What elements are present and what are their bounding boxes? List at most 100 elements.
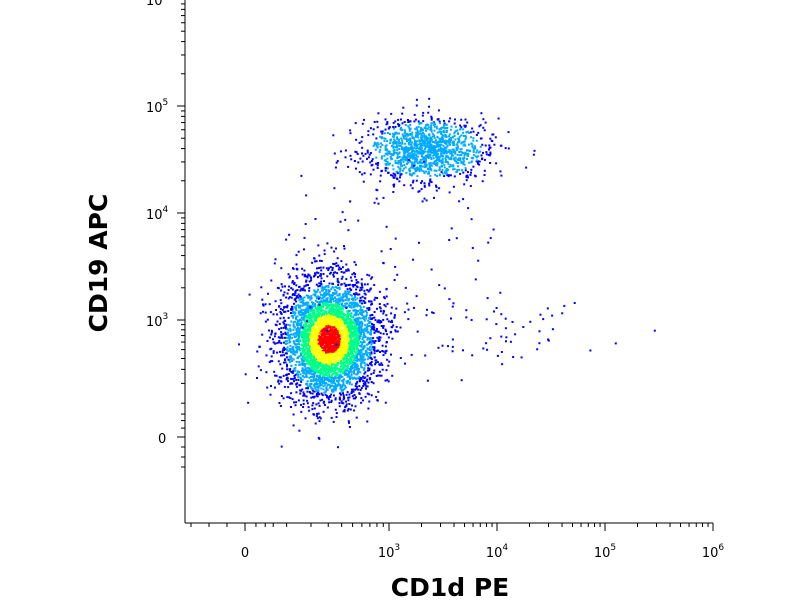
event-dot [334, 371, 337, 374]
event-dot [303, 348, 306, 351]
event-dot [325, 342, 328, 345]
event-dot [318, 328, 321, 331]
event-dot [317, 385, 320, 388]
event-dot [355, 364, 358, 367]
event-dot [325, 300, 328, 303]
event-dot [348, 362, 351, 364]
event-dot [301, 287, 304, 290]
event-dot [296, 289, 299, 291]
event-dot [321, 380, 324, 383]
event-dot [454, 118, 456, 121]
event-dot [356, 365, 359, 368]
event-dot [333, 309, 335, 312]
event-dot [327, 286, 330, 289]
event-dot [315, 344, 318, 347]
event-dot [325, 288, 328, 291]
event-dot [321, 371, 324, 374]
event-dot [373, 141, 376, 144]
event-dot [301, 388, 304, 391]
event-dot [398, 152, 401, 155]
event-dot [312, 305, 314, 308]
event-dot [336, 368, 339, 370]
event-dot [327, 356, 330, 359]
event-dot [343, 331, 346, 334]
event-dot [385, 330, 387, 333]
event-dot [361, 313, 364, 316]
event-dot [384, 379, 387, 382]
event-dot [335, 416, 338, 418]
event-dot [312, 389, 314, 392]
event-dot [292, 349, 295, 352]
event-dot [320, 287, 323, 290]
event-dot [330, 320, 333, 323]
event-dot [309, 298, 312, 301]
event-dot [306, 283, 309, 286]
event-dot [389, 142, 392, 144]
event-dot [346, 325, 349, 328]
event-dot [333, 331, 335, 334]
event-dot [449, 128, 452, 131]
event-dot [375, 144, 378, 147]
event-dot [356, 323, 358, 326]
event-dot [293, 336, 296, 339]
event-dot [407, 308, 410, 311]
event-dot [461, 169, 463, 172]
event-dot [333, 334, 336, 337]
event-dot [302, 402, 305, 405]
event-dot [293, 281, 296, 284]
event-dot [339, 384, 342, 387]
event-dot [302, 345, 305, 348]
event-dot [355, 387, 358, 390]
event-dot [358, 376, 361, 378]
event-dot [325, 344, 328, 347]
event-dot [301, 352, 304, 355]
event-dot [337, 283, 340, 286]
event-dot [349, 314, 352, 317]
event-dot [381, 155, 384, 158]
event-dot [404, 133, 407, 136]
event-dot [343, 322, 346, 325]
event-dot [332, 370, 335, 373]
event-dot [343, 352, 346, 355]
event-dot [361, 122, 364, 125]
event-dot [352, 306, 355, 309]
event-dot [340, 308, 343, 311]
event-dot [314, 307, 317, 309]
event-dot [305, 315, 308, 318]
event-dot [279, 405, 282, 407]
event-dot [392, 126, 395, 128]
event-dot [302, 324, 305, 327]
event-dot [310, 307, 313, 309]
event-dot [315, 403, 318, 406]
event-dot [322, 341, 325, 344]
event-dot [443, 175, 446, 178]
event-dot [314, 299, 317, 302]
event-dot [404, 142, 407, 145]
event-dot [290, 351, 293, 353]
event-dot [311, 315, 314, 318]
event-dot [368, 393, 371, 396]
event-dot [317, 271, 320, 274]
event-dot [320, 344, 323, 347]
event-dot [362, 300, 365, 302]
event-dot [322, 266, 325, 269]
event-dot [315, 369, 318, 372]
event-dot [366, 392, 369, 395]
event-dot [388, 150, 391, 153]
event-dot [319, 347, 321, 350]
event-dot [292, 353, 295, 356]
event-dot [328, 346, 330, 349]
event-dot [287, 273, 290, 276]
event-dot [332, 303, 335, 306]
event-dot [312, 333, 315, 336]
event-dot [323, 313, 326, 316]
event-dot [329, 266, 332, 268]
event-dot [382, 354, 385, 357]
event-dot [301, 344, 304, 347]
event-dot [302, 347, 305, 350]
event-dot [275, 374, 278, 377]
event-dot [370, 277, 373, 280]
event-dot [360, 343, 363, 346]
event-dot [312, 353, 315, 356]
event-dot [379, 310, 382, 313]
